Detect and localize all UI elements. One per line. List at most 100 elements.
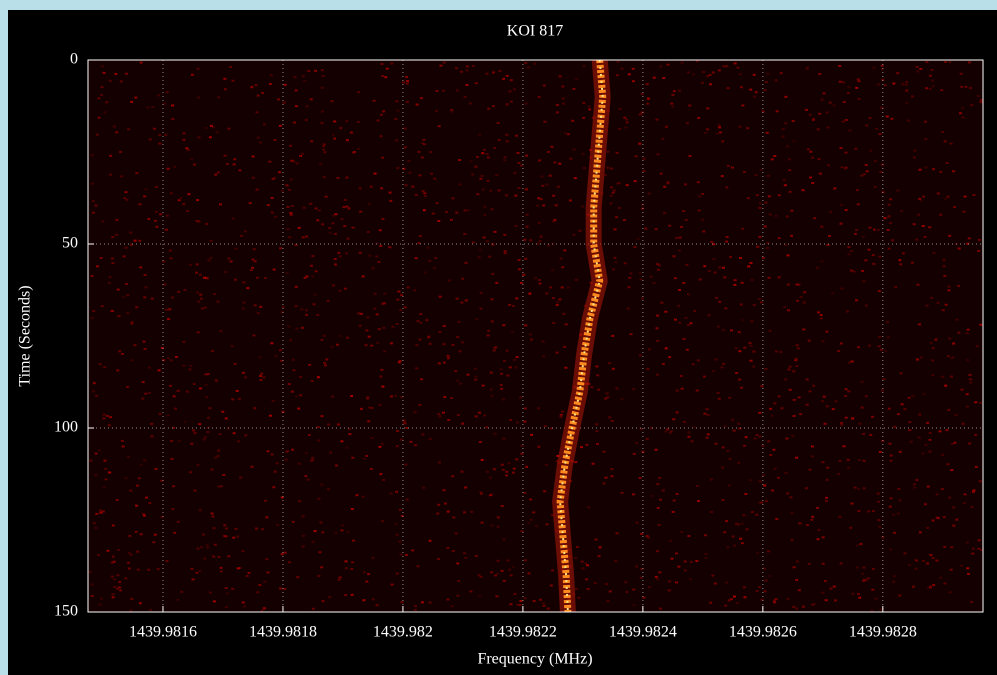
noise-speck — [675, 236, 679, 239]
noise-speck — [723, 531, 727, 534]
noise-speck — [640, 111, 644, 114]
noise-speck — [299, 376, 303, 379]
noise-speck — [190, 567, 194, 570]
noise-speck — [505, 133, 509, 136]
noise-speck — [919, 356, 923, 359]
noise-speck — [218, 433, 222, 436]
noise-speck — [347, 207, 351, 210]
noise-speck — [102, 413, 106, 416]
noise-speck — [522, 273, 526, 276]
noise-speck — [784, 378, 788, 381]
noise-speck — [972, 194, 976, 197]
noise-speck — [786, 309, 790, 312]
noise-speck — [266, 204, 270, 207]
noise-speck — [259, 375, 263, 378]
noise-speck — [141, 397, 145, 400]
noise-speck — [820, 225, 824, 228]
noise-speck — [779, 72, 783, 75]
noise-speck — [580, 560, 584, 563]
noise-speck — [301, 75, 305, 78]
noise-speck — [254, 84, 258, 87]
noise-speck — [925, 87, 929, 90]
noise-speck — [558, 162, 562, 165]
noise-speck — [587, 105, 591, 108]
noise-speck — [786, 254, 790, 257]
noise-speck — [538, 282, 542, 285]
noise-speck — [556, 185, 560, 188]
noise-speck — [524, 257, 528, 260]
noise-speck — [251, 258, 255, 261]
noise-speck — [889, 497, 893, 500]
noise-speck — [500, 505, 504, 508]
noise-speck — [892, 580, 896, 583]
noise-speck — [373, 307, 377, 310]
noise-speck — [965, 541, 969, 544]
noise-speck — [446, 354, 450, 357]
noise-speck — [399, 553, 403, 556]
noise-speck — [764, 500, 768, 503]
noise-speck — [872, 262, 876, 265]
noise-speck — [326, 299, 330, 302]
noise-speck — [556, 301, 560, 304]
noise-speck — [171, 296, 175, 299]
noise-speck — [817, 529, 821, 532]
noise-speck — [868, 117, 872, 120]
noise-speck — [357, 147, 361, 150]
noise-speck — [911, 95, 915, 98]
noise-speck — [117, 548, 121, 551]
noise-speck — [566, 286, 570, 289]
noise-speck — [816, 538, 820, 541]
noise-speck — [338, 576, 342, 579]
noise-speck — [189, 471, 193, 474]
noise-speck — [722, 65, 726, 68]
noise-speck — [451, 343, 455, 346]
noise-speck — [889, 222, 893, 225]
noise-speck — [481, 188, 485, 191]
noise-speck — [666, 180, 670, 183]
noise-speck — [321, 531, 325, 534]
noise-speck — [280, 496, 284, 499]
noise-speck — [509, 79, 513, 82]
noise-speck — [173, 407, 177, 410]
noise-speck — [611, 334, 615, 337]
noise-speck — [764, 579, 768, 582]
noise-speck — [688, 104, 692, 107]
noise-speck — [345, 139, 349, 142]
noise-speck — [340, 524, 344, 527]
noise-speck — [461, 277, 465, 280]
noise-speck — [918, 531, 922, 534]
noise-speck — [925, 61, 929, 64]
noise-speck — [776, 476, 780, 479]
noise-speck — [120, 439, 124, 442]
noise-speck — [886, 321, 890, 324]
noise-speck — [279, 247, 283, 250]
noise-speck — [727, 598, 731, 601]
noise-speck — [701, 193, 705, 196]
noise-speck — [695, 389, 699, 392]
noise-speck — [590, 386, 594, 389]
noise-speck — [878, 133, 882, 136]
noise-speck — [891, 239, 895, 242]
noise-speck — [406, 286, 410, 289]
noise-speck — [198, 509, 202, 512]
noise-speck — [102, 417, 106, 420]
noise-speck — [381, 520, 385, 523]
noise-speck — [463, 511, 467, 514]
noise-speck — [977, 547, 981, 550]
x-tick-label: 1439.982 — [373, 624, 433, 641]
noise-speck — [723, 276, 727, 279]
noise-speck — [285, 451, 289, 454]
noise-speck — [317, 574, 321, 577]
noise-speck — [796, 299, 800, 302]
noise-speck — [514, 224, 518, 227]
noise-speck — [231, 587, 235, 590]
noise-speck — [479, 575, 483, 578]
noise-speck — [946, 195, 950, 198]
noise-speck — [963, 195, 967, 198]
noise-speck — [227, 127, 231, 130]
noise-speck — [763, 590, 767, 593]
noise-speck — [941, 131, 945, 134]
noise-speck — [739, 86, 743, 89]
noise-speck — [811, 182, 815, 185]
noise-speck — [505, 349, 509, 352]
